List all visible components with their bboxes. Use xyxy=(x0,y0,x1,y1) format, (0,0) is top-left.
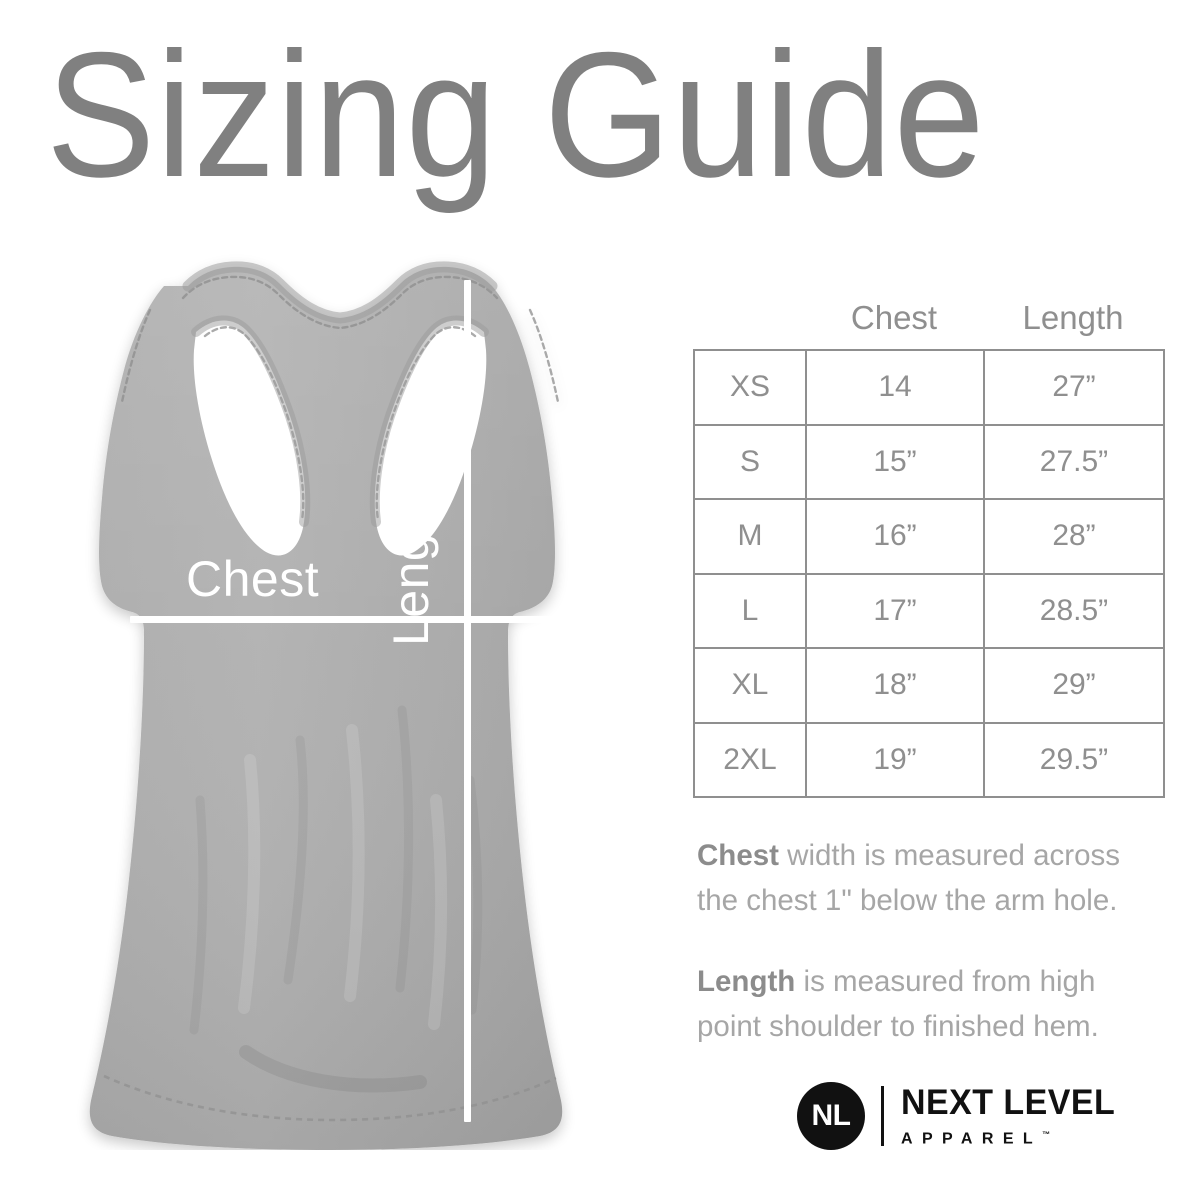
neckline-binding xyxy=(182,261,498,324)
armhole-left xyxy=(193,320,306,556)
garment-body xyxy=(89,261,563,1150)
brand-logo: NL NEXT LEVEL APPAREL™ xyxy=(797,1080,1115,1156)
cell-chest: 14 xyxy=(805,349,985,426)
cell-length: 29.5” xyxy=(983,721,1165,798)
cell-length: 28” xyxy=(983,498,1165,575)
header-chest: Chest xyxy=(850,299,938,336)
table-row: XS 14 27” xyxy=(693,349,1165,426)
cell-size: XS xyxy=(693,349,807,426)
logo-wordmark: NEXT LEVEL APPAREL™ xyxy=(901,1083,1116,1150)
note-length-text: is measured from high point shoulder to … xyxy=(697,965,1099,1043)
cell-size: L xyxy=(693,572,807,649)
armhole-right xyxy=(374,320,487,556)
note-chest-term: Chest xyxy=(697,839,779,872)
cell-size: S xyxy=(693,423,807,500)
table-row: S 15” 27.5” xyxy=(693,423,1165,500)
trademark-icon: ™ xyxy=(1042,1130,1051,1139)
logo-divider xyxy=(881,1086,884,1146)
note-chest-text: width is measured across the chest 1" be… xyxy=(697,839,1120,917)
cell-size: XL xyxy=(693,647,807,724)
cell-chest: 18” xyxy=(805,647,985,724)
table-row: 2XL 19” 29.5” xyxy=(693,721,1165,798)
table-row: XL 18” 29” xyxy=(693,647,1165,724)
garment-illustration: Chest Length xyxy=(0,240,680,1150)
hem-stitching xyxy=(103,1074,557,1122)
table-column-headers: Chest Length xyxy=(693,298,1163,344)
note-chest: Chest width is measured across the chest… xyxy=(697,833,1167,923)
size-chart-body: XS 14 27” S 15” 27.5” M 16” 28” L 17” 28… xyxy=(693,349,1165,798)
cell-chest: 16” xyxy=(805,498,985,575)
tank-top-svg xyxy=(89,261,563,1150)
cell-chest: 17” xyxy=(805,572,985,649)
armhole-binding xyxy=(191,315,489,527)
page-title: Sizing Guide xyxy=(46,15,986,214)
table-row: L 17” 28.5” xyxy=(693,572,1165,649)
cell-chest: 19” xyxy=(805,721,985,798)
logo-apparel-text: APPAREL xyxy=(901,1130,1043,1148)
note-length: Length is measured from high point shoul… xyxy=(697,959,1167,1049)
size-chart-table: XS 14 27” S 15” 27.5” M 16” 28” L 17” 28… xyxy=(693,349,1165,798)
header-length: Length xyxy=(1022,299,1124,336)
measurement-notes: Chest width is measured across the chest… xyxy=(697,833,1167,1049)
cell-length: 28.5” xyxy=(983,572,1165,649)
nl-monogram-icon: NL xyxy=(797,1082,865,1150)
logo-brand-subtitle: APPAREL™ xyxy=(901,1124,1091,1150)
cell-length: 29” xyxy=(983,647,1165,724)
note-length-term: Length xyxy=(697,965,796,998)
cell-length: 27” xyxy=(983,349,1165,426)
cell-size: 2XL xyxy=(693,721,807,798)
cell-size: M xyxy=(693,498,807,575)
logo-brand-name: NEXT LEVEL xyxy=(901,1083,1116,1122)
cell-chest: 15” xyxy=(805,423,985,500)
cell-length: 27.5” xyxy=(983,423,1165,500)
table-row: M 16” 28” xyxy=(693,498,1165,575)
